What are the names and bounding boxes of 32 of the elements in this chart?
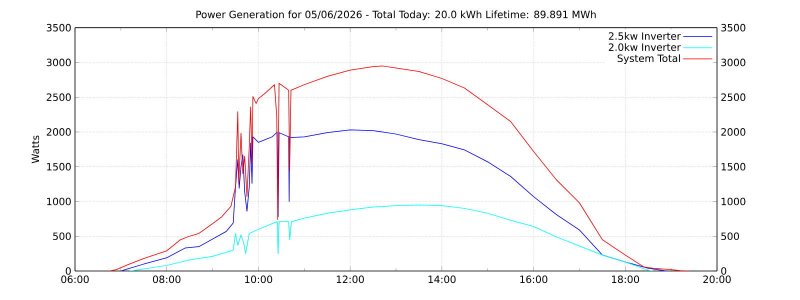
y-axis-title: Watts [32,136,40,164]
line-series [120,130,667,271]
x-tick-label: 10:00 [245,276,272,284]
x-tick-label: 16:00 [520,276,548,284]
x-tick-label: 20:00 [703,276,731,284]
legend-label: 2.0kw Inverter [608,43,681,51]
y-tick-label: 2000 [46,128,71,136]
y2-tick-label: 2000 [721,128,746,136]
y2-tick-label: 0 [721,267,726,275]
y-tick-label: 0 [66,267,71,275]
y-tick-label: 3000 [46,58,71,66]
y-tick-label: 500 [53,232,71,240]
y2-tick-label: 1500 [722,162,746,171]
y-tick-label: 2500 [46,93,71,101]
y2-tick-label: 1000 [722,198,746,206]
x-tick-label: 12:00 [336,276,364,284]
line-series [130,204,654,271]
y2-tick-label: 3000 [721,58,746,66]
y-tick-label: 3500 [46,24,71,32]
line-series [109,66,690,271]
x-tick-label: 06:00 [61,276,89,284]
y-tick-label: 1500 [47,162,71,171]
x-tick-label: 08:00 [152,276,180,284]
legend-label: System Total [618,54,680,64]
y2-tick-label: 500 [721,232,739,240]
y2-tick-label: 2500 [721,93,746,101]
x-tick-label: 18:00 [612,276,640,284]
legend-label: 2.5kw Inverter [608,32,681,40]
x-tick-label: 14:00 [428,276,456,284]
chart-title: Power Generation for 05/06/2026 - Total Today: 20.0 kWh Lifetime: 89.891 MWh [196,10,596,20]
y-tick-label: 1000 [47,198,71,206]
y2-tick-label: 3500 [721,24,746,32]
